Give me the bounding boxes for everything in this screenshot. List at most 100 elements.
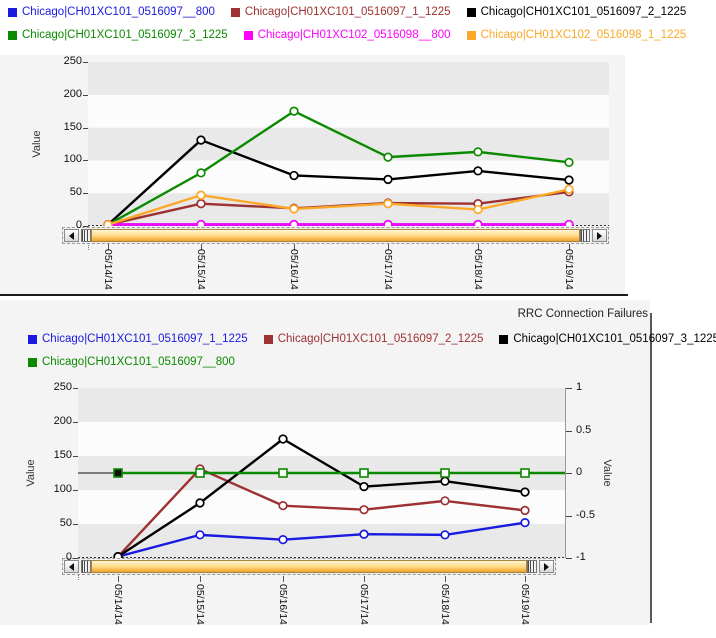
scroll-left-arrow-button[interactable] xyxy=(64,560,79,573)
right-arrow-icon xyxy=(597,231,602,240)
x-axis-date-label: 05/17/14 xyxy=(358,584,370,625)
y-tick-mark xyxy=(73,558,78,559)
legend-swatch-icon xyxy=(230,7,240,17)
right-y-tick-mark xyxy=(566,473,572,474)
x-tick-mark xyxy=(445,576,446,582)
y-tick-label: 150 xyxy=(63,120,82,133)
data-point-marker xyxy=(196,168,206,178)
y-tick-label: 200 xyxy=(53,415,72,427)
x-axis-date-label: 05/19/14 xyxy=(563,249,575,290)
legend-item[interactable]: Chicago|CH01XC101_0516097_3_1225 xyxy=(499,333,716,345)
legend-swatch-icon xyxy=(466,7,476,17)
chart1-h-scrollbar[interactable] xyxy=(62,227,609,244)
zoom-range-thumb[interactable] xyxy=(91,229,580,242)
range-start-grip[interactable] xyxy=(81,229,91,242)
y-tick-label: 50 xyxy=(59,517,72,529)
legend-swatch-icon xyxy=(243,30,253,40)
legend-item[interactable]: Chicago|CH01XC101_0516097__800 xyxy=(28,356,235,368)
x-axis-date-label: 05/16/14 xyxy=(277,584,289,625)
legend-item[interactable]: Chicago|CH01XC102_0516098__800 xyxy=(243,29,451,41)
legend-item[interactable]: Chicago|CH01XC101_0516097_2_1225 xyxy=(466,6,686,18)
range-end-grip[interactable] xyxy=(527,560,537,573)
data-point-marker xyxy=(289,170,299,181)
legend-item[interactable]: Chicago|CH01XC102_0516098_1_1225 xyxy=(466,29,686,41)
x-axis-date-label: 05/14/14 xyxy=(112,584,124,625)
chart1-legend: Chicago|CH01XC101_0516097__800 Chicago|CH… xyxy=(8,6,708,52)
y-tick-mark xyxy=(73,490,78,491)
left-arrow-icon xyxy=(69,562,74,571)
legend-swatch-icon xyxy=(466,30,476,40)
x-axis-date-label: 05/16/14 xyxy=(288,249,300,290)
y-tick-label: 0 xyxy=(75,219,82,231)
data-point-marker xyxy=(520,517,530,528)
x-tick-mark xyxy=(478,244,479,250)
y-tick-mark xyxy=(73,524,78,525)
x-axis-date-label: 05/17/14 xyxy=(382,249,394,290)
legend-swatch-icon xyxy=(28,357,37,367)
legend-item-label: Chicago|CH01XC101_0516097_3_1225 xyxy=(513,333,716,345)
series-polyline xyxy=(107,110,570,226)
right-y-tick-label: 1 xyxy=(576,381,583,393)
legend-item-label: Chicago|CH01XC101_0516097_1_1225 xyxy=(42,333,248,345)
range-start-grip[interactable] xyxy=(81,560,91,573)
data-point-marker xyxy=(278,468,288,478)
data-point-marker xyxy=(440,468,450,478)
right-y-tick-label: -1 xyxy=(576,551,586,563)
data-point-marker xyxy=(289,204,299,214)
right-y-tick-mark xyxy=(566,515,572,517)
data-point-marker xyxy=(195,468,205,478)
data-point-marker xyxy=(359,505,369,515)
x-tick-mark xyxy=(108,244,109,250)
x-axis-date-label: 05/19/14 xyxy=(519,584,531,625)
series-polyline xyxy=(117,467,526,558)
left-arrow-icon xyxy=(69,231,74,240)
plot-band xyxy=(88,127,609,161)
data-point-marker xyxy=(473,147,483,157)
right-y-tick-mark xyxy=(566,430,572,432)
right-arrow-icon xyxy=(544,562,549,571)
x-tick-mark xyxy=(294,244,295,250)
x-axis-date-label: 05/15/14 xyxy=(195,249,207,290)
legend-item[interactable]: Chicago|CH01XC101_0516097_1_1225 xyxy=(28,333,248,345)
legend-item[interactable]: Chicago|CH01XC101_0516097_1_1225 xyxy=(230,6,451,18)
legend-swatch-icon xyxy=(8,30,17,40)
data-point-marker xyxy=(383,174,393,185)
data-point-marker xyxy=(278,434,288,444)
chart1-y-axis-title: Value xyxy=(31,130,43,158)
series-polyline xyxy=(117,437,526,558)
y-tick-label: 100 xyxy=(63,153,82,166)
y-tick-label: 250 xyxy=(63,55,82,67)
data-point-marker xyxy=(113,468,123,478)
legend-item[interactable]: Chicago|CH01XC101_0516097_3_1225 xyxy=(8,29,228,41)
legend-item[interactable]: Chicago|CH01XC101_0516097_2_1225 xyxy=(263,333,484,345)
scroll-right-arrow-button[interactable] xyxy=(592,229,607,242)
chart2-h-scrollbar[interactable] xyxy=(62,558,556,575)
y-tick-mark xyxy=(83,62,88,63)
data-point-marker xyxy=(359,529,369,539)
legend-swatch-icon xyxy=(263,334,273,344)
legend-item-label: Chicago|CH01XC101_0516097__800 xyxy=(42,356,235,368)
chart2-right-y-axis-line xyxy=(565,388,566,558)
legend-item[interactable]: Chicago|CH01XC101_0516097__800 xyxy=(8,6,215,18)
data-point-marker xyxy=(440,476,450,486)
scroll-left-arrow-button[interactable] xyxy=(64,229,79,242)
data-point-marker xyxy=(196,219,206,226)
range-end-grip[interactable] xyxy=(580,229,590,242)
y-tick-mark xyxy=(73,422,78,423)
scroll-right-arrow-button[interactable] xyxy=(539,560,554,573)
y-tick-label: 0 xyxy=(65,551,72,563)
data-point-marker xyxy=(113,551,123,558)
plot-band xyxy=(78,422,565,456)
legend-swatch-icon xyxy=(28,334,37,344)
zoom-range-thumb[interactable] xyxy=(91,560,527,573)
data-point-marker xyxy=(520,505,530,516)
data-point-marker xyxy=(278,534,288,545)
series-polyline xyxy=(107,138,570,226)
y-tick-label: 150 xyxy=(53,449,72,461)
chart2-plot-area xyxy=(78,388,565,558)
data-point-marker xyxy=(195,498,205,508)
chart2-title: RRC Connection Failures xyxy=(517,308,648,320)
data-point-marker xyxy=(440,530,450,540)
legend-item-label: Chicago|CH01XC101_0516097_2_1225 xyxy=(277,333,484,345)
